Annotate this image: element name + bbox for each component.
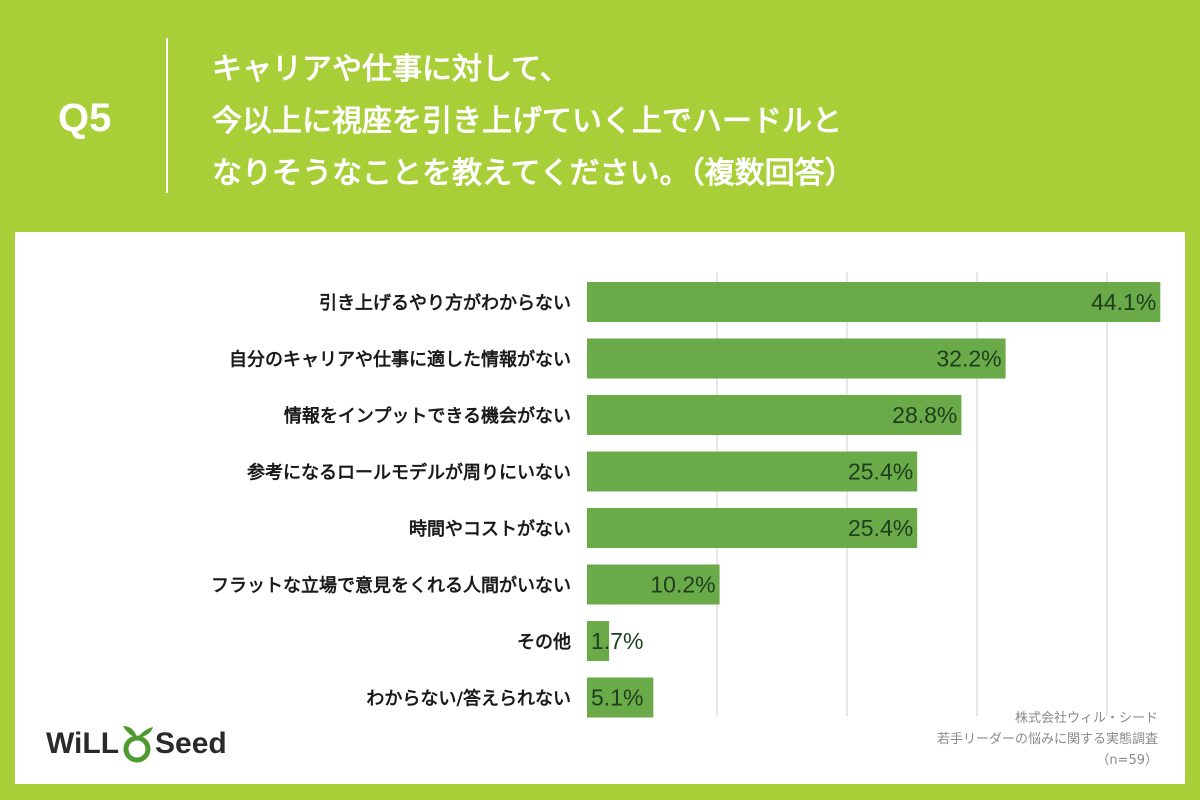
category-label: フラットな立場で意見をくれる人間がいない xyxy=(211,575,571,597)
question-header: Q5 キャリアや仕事に対して、 今以上に視座を引き上げていく上でハードルと なり… xyxy=(0,0,1200,230)
source-survey: 若手リーダーの悩みに関する実態調査 xyxy=(936,732,1158,747)
source-note: 株式会社ウィル・シード 若手リーダーの悩みに関する実態調査 （n=59） xyxy=(937,708,1158,771)
source-company: 株式会社ウィル・シード xyxy=(1014,711,1158,726)
question-line-1: キャリアや仕事に対して、 xyxy=(212,52,570,87)
value-label: 25.4% xyxy=(848,515,913,541)
company-logo: WiLL Seed xyxy=(46,724,227,764)
value-label: 28.8% xyxy=(892,402,957,428)
bar xyxy=(587,282,1161,322)
question-line-3: なりそうなことを教えてください。（複数回答） xyxy=(212,156,855,191)
category-label: 自分のキャリアや仕事に適した情報がない xyxy=(229,349,571,371)
category-label: 引き上げるやり方がわからない xyxy=(319,292,571,314)
value-label: 44.1% xyxy=(1091,289,1156,315)
category-label: わからない/答えられない xyxy=(366,688,571,710)
header-divider xyxy=(166,38,168,193)
bar xyxy=(587,338,1006,379)
category-label: 情報をインプットできる機会がない xyxy=(284,405,571,427)
category-label: 時間やコストがない xyxy=(409,518,571,540)
value-label: 32.2% xyxy=(936,346,1001,372)
question-text: キャリアや仕事に対して、 今以上に視座を引き上げていく上でハードルと なりそうな… xyxy=(212,44,1162,200)
value-label: 1.7% xyxy=(591,628,643,654)
question-number: Q5 xyxy=(58,96,112,140)
source-sample: （n=59） xyxy=(1096,753,1158,768)
value-label: 10.2% xyxy=(650,572,715,598)
sprout-icon xyxy=(123,726,154,763)
bar xyxy=(587,677,654,718)
bar xyxy=(587,395,962,435)
question-line-2: 今以上に視座を引き上げていく上でハードルと xyxy=(212,104,842,139)
category-label: 参考になるロールモデルが周りにいない xyxy=(247,462,571,484)
category-label: その他 xyxy=(517,631,571,653)
bar xyxy=(587,564,720,605)
value-label: 5.1% xyxy=(591,685,643,711)
logo-text-right: Seed xyxy=(155,727,227,760)
bar xyxy=(587,508,918,548)
logo-text-left: WiLL xyxy=(46,727,120,760)
bar xyxy=(587,621,610,661)
bar xyxy=(587,451,918,492)
value-label: 25.4% xyxy=(848,459,913,485)
